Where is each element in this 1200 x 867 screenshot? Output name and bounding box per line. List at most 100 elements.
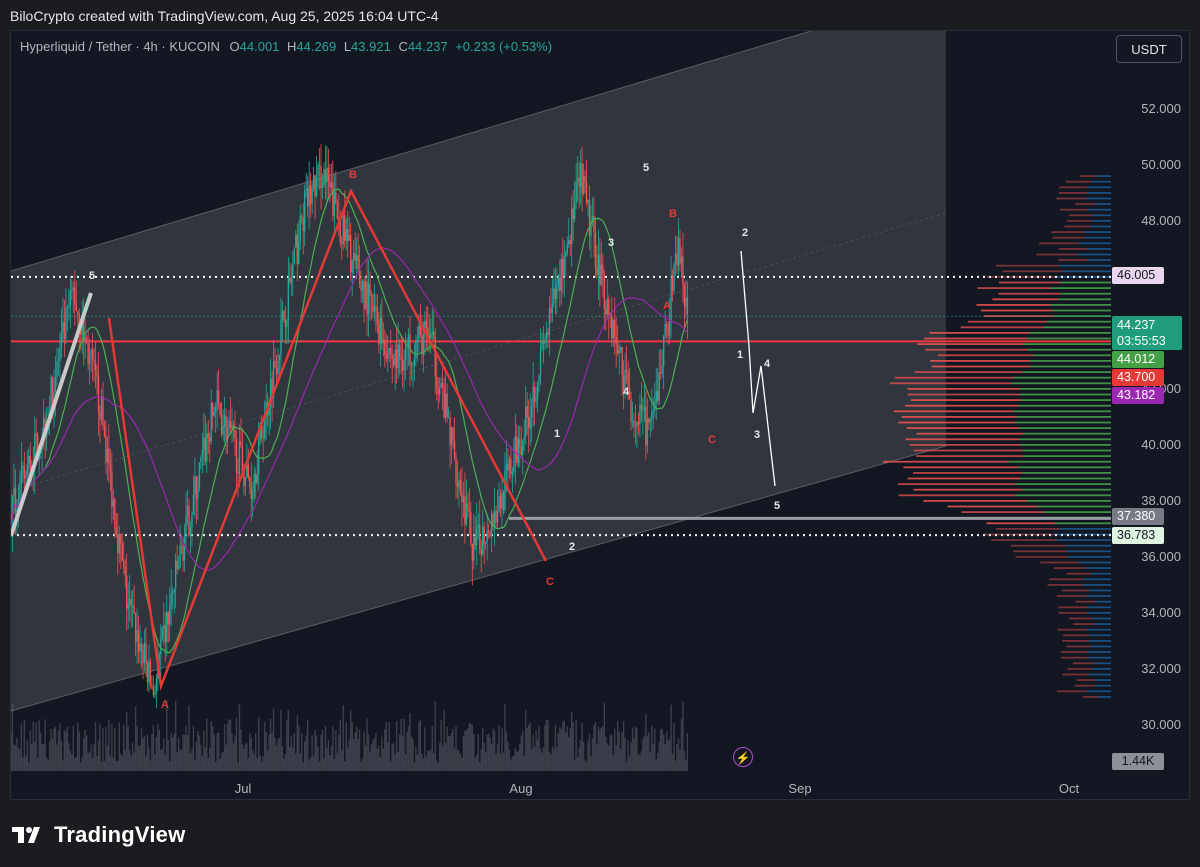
candle-body <box>363 281 365 309</box>
volume-bar <box>212 726 214 771</box>
volume-bar <box>97 740 100 771</box>
profile-up-bar <box>1086 595 1111 597</box>
candle-body <box>203 437 205 451</box>
candle-body <box>284 320 287 327</box>
candle-body <box>569 239 571 245</box>
profile-down-bar <box>1040 561 1080 564</box>
candle-body <box>375 306 377 308</box>
lightning-icon[interactable]: ⚡ <box>733 747 753 767</box>
candle-body <box>304 190 306 232</box>
price-chart[interactable]: 5 B A C 5 B A C 3 4 1 2 2 1 4 3 5 30.000 32.000 34.000 36.0… <box>11 31 1190 800</box>
volume-bar <box>636 728 638 771</box>
candle-body <box>28 455 30 464</box>
candle-body <box>660 372 662 374</box>
profile-down-bar <box>1058 606 1088 609</box>
profile-down-bar <box>976 304 1051 306</box>
y-tick-label: 38.000 <box>1141 493 1181 508</box>
candle-body <box>237 471 239 474</box>
candle-body <box>197 488 199 499</box>
candle-body <box>622 375 625 394</box>
profile-down-bar <box>960 326 1044 329</box>
volume-bar <box>81 757 83 771</box>
candle-body <box>461 491 463 502</box>
profile-down-bar <box>901 416 1017 418</box>
volume-bar <box>433 753 435 771</box>
volume-bar <box>249 733 251 771</box>
profile-up-bar <box>1096 175 1111 177</box>
y-tick-label: 32.000 <box>1141 661 1181 676</box>
wave-label: 5 <box>89 270 95 282</box>
candle-body <box>14 487 17 513</box>
volume-bar <box>655 759 657 771</box>
candle-body <box>527 417 530 428</box>
volume-bar <box>593 724 595 771</box>
volume-bar <box>600 727 603 771</box>
profile-down-bar <box>907 388 1020 390</box>
candle-body <box>673 264 675 291</box>
candle-body <box>315 176 318 197</box>
profile-up-bar <box>1023 455 1111 457</box>
candle-body <box>57 361 60 362</box>
candle-body <box>665 323 668 327</box>
candle-body <box>171 591 174 594</box>
candle-body <box>253 473 255 493</box>
volume-bar <box>575 719 577 771</box>
volume-bar <box>679 749 681 771</box>
volume-bar <box>142 738 144 771</box>
volume-bar <box>367 734 370 771</box>
volume-bar <box>609 734 611 771</box>
volume-bar <box>111 723 113 771</box>
current-price-value: 44.237 <box>1117 318 1156 332</box>
volume-bar <box>65 732 67 771</box>
volume-bar <box>584 759 586 771</box>
volume-bar <box>217 732 220 771</box>
candle-body <box>167 611 169 625</box>
volume-bar <box>84 729 86 771</box>
candle-body <box>649 419 652 423</box>
volume-bar <box>306 719 309 771</box>
candle-body <box>588 199 591 237</box>
candle-body <box>252 492 254 500</box>
volume-bar <box>375 733 377 771</box>
profile-up-bar <box>1087 612 1111 614</box>
candle-body <box>496 510 499 523</box>
volume-bar <box>298 725 300 771</box>
candle-body <box>443 386 445 418</box>
candle-body <box>682 256 684 285</box>
volume-bar <box>22 756 24 771</box>
profile-up-bar <box>1086 197 1111 200</box>
volume-bar <box>41 743 43 771</box>
volume-bar <box>45 757 48 771</box>
volume-bar <box>341 750 343 771</box>
candle-body <box>612 320 614 339</box>
volume-bar <box>376 748 379 771</box>
candle-body <box>367 284 370 316</box>
volume-bar <box>649 751 652 771</box>
candle-body <box>189 527 192 537</box>
volume-bar <box>566 726 568 771</box>
candle-body <box>62 322 64 334</box>
volume-bar <box>123 724 125 771</box>
profile-down-bar <box>1073 623 1094 625</box>
volume-bar <box>59 723 61 771</box>
volume-bar <box>234 735 236 771</box>
candle-body <box>117 534 119 554</box>
candle-body <box>571 208 573 245</box>
candle-body <box>217 390 220 403</box>
volume-bar <box>657 752 659 771</box>
volume-bar <box>194 759 196 771</box>
currency-button[interactable]: USDT <box>1116 35 1182 63</box>
candle-body <box>349 235 352 273</box>
candle-body <box>231 424 233 429</box>
profile-up-bar <box>1091 572 1111 575</box>
volume-bar <box>682 701 684 771</box>
candle-body <box>640 404 643 411</box>
volume-bar <box>470 723 472 771</box>
candle-body <box>207 433 209 438</box>
profile-down-bar <box>1072 662 1094 665</box>
profile-up-bar <box>1092 214 1111 217</box>
volume-bar <box>548 752 551 771</box>
chart-area[interactable]: 5 B A C 5 B A C 3 4 1 2 2 1 4 3 5 30.000 32.000 34.000 36.0… <box>10 30 1190 800</box>
candle-body <box>185 515 187 538</box>
candle-body <box>403 359 405 371</box>
